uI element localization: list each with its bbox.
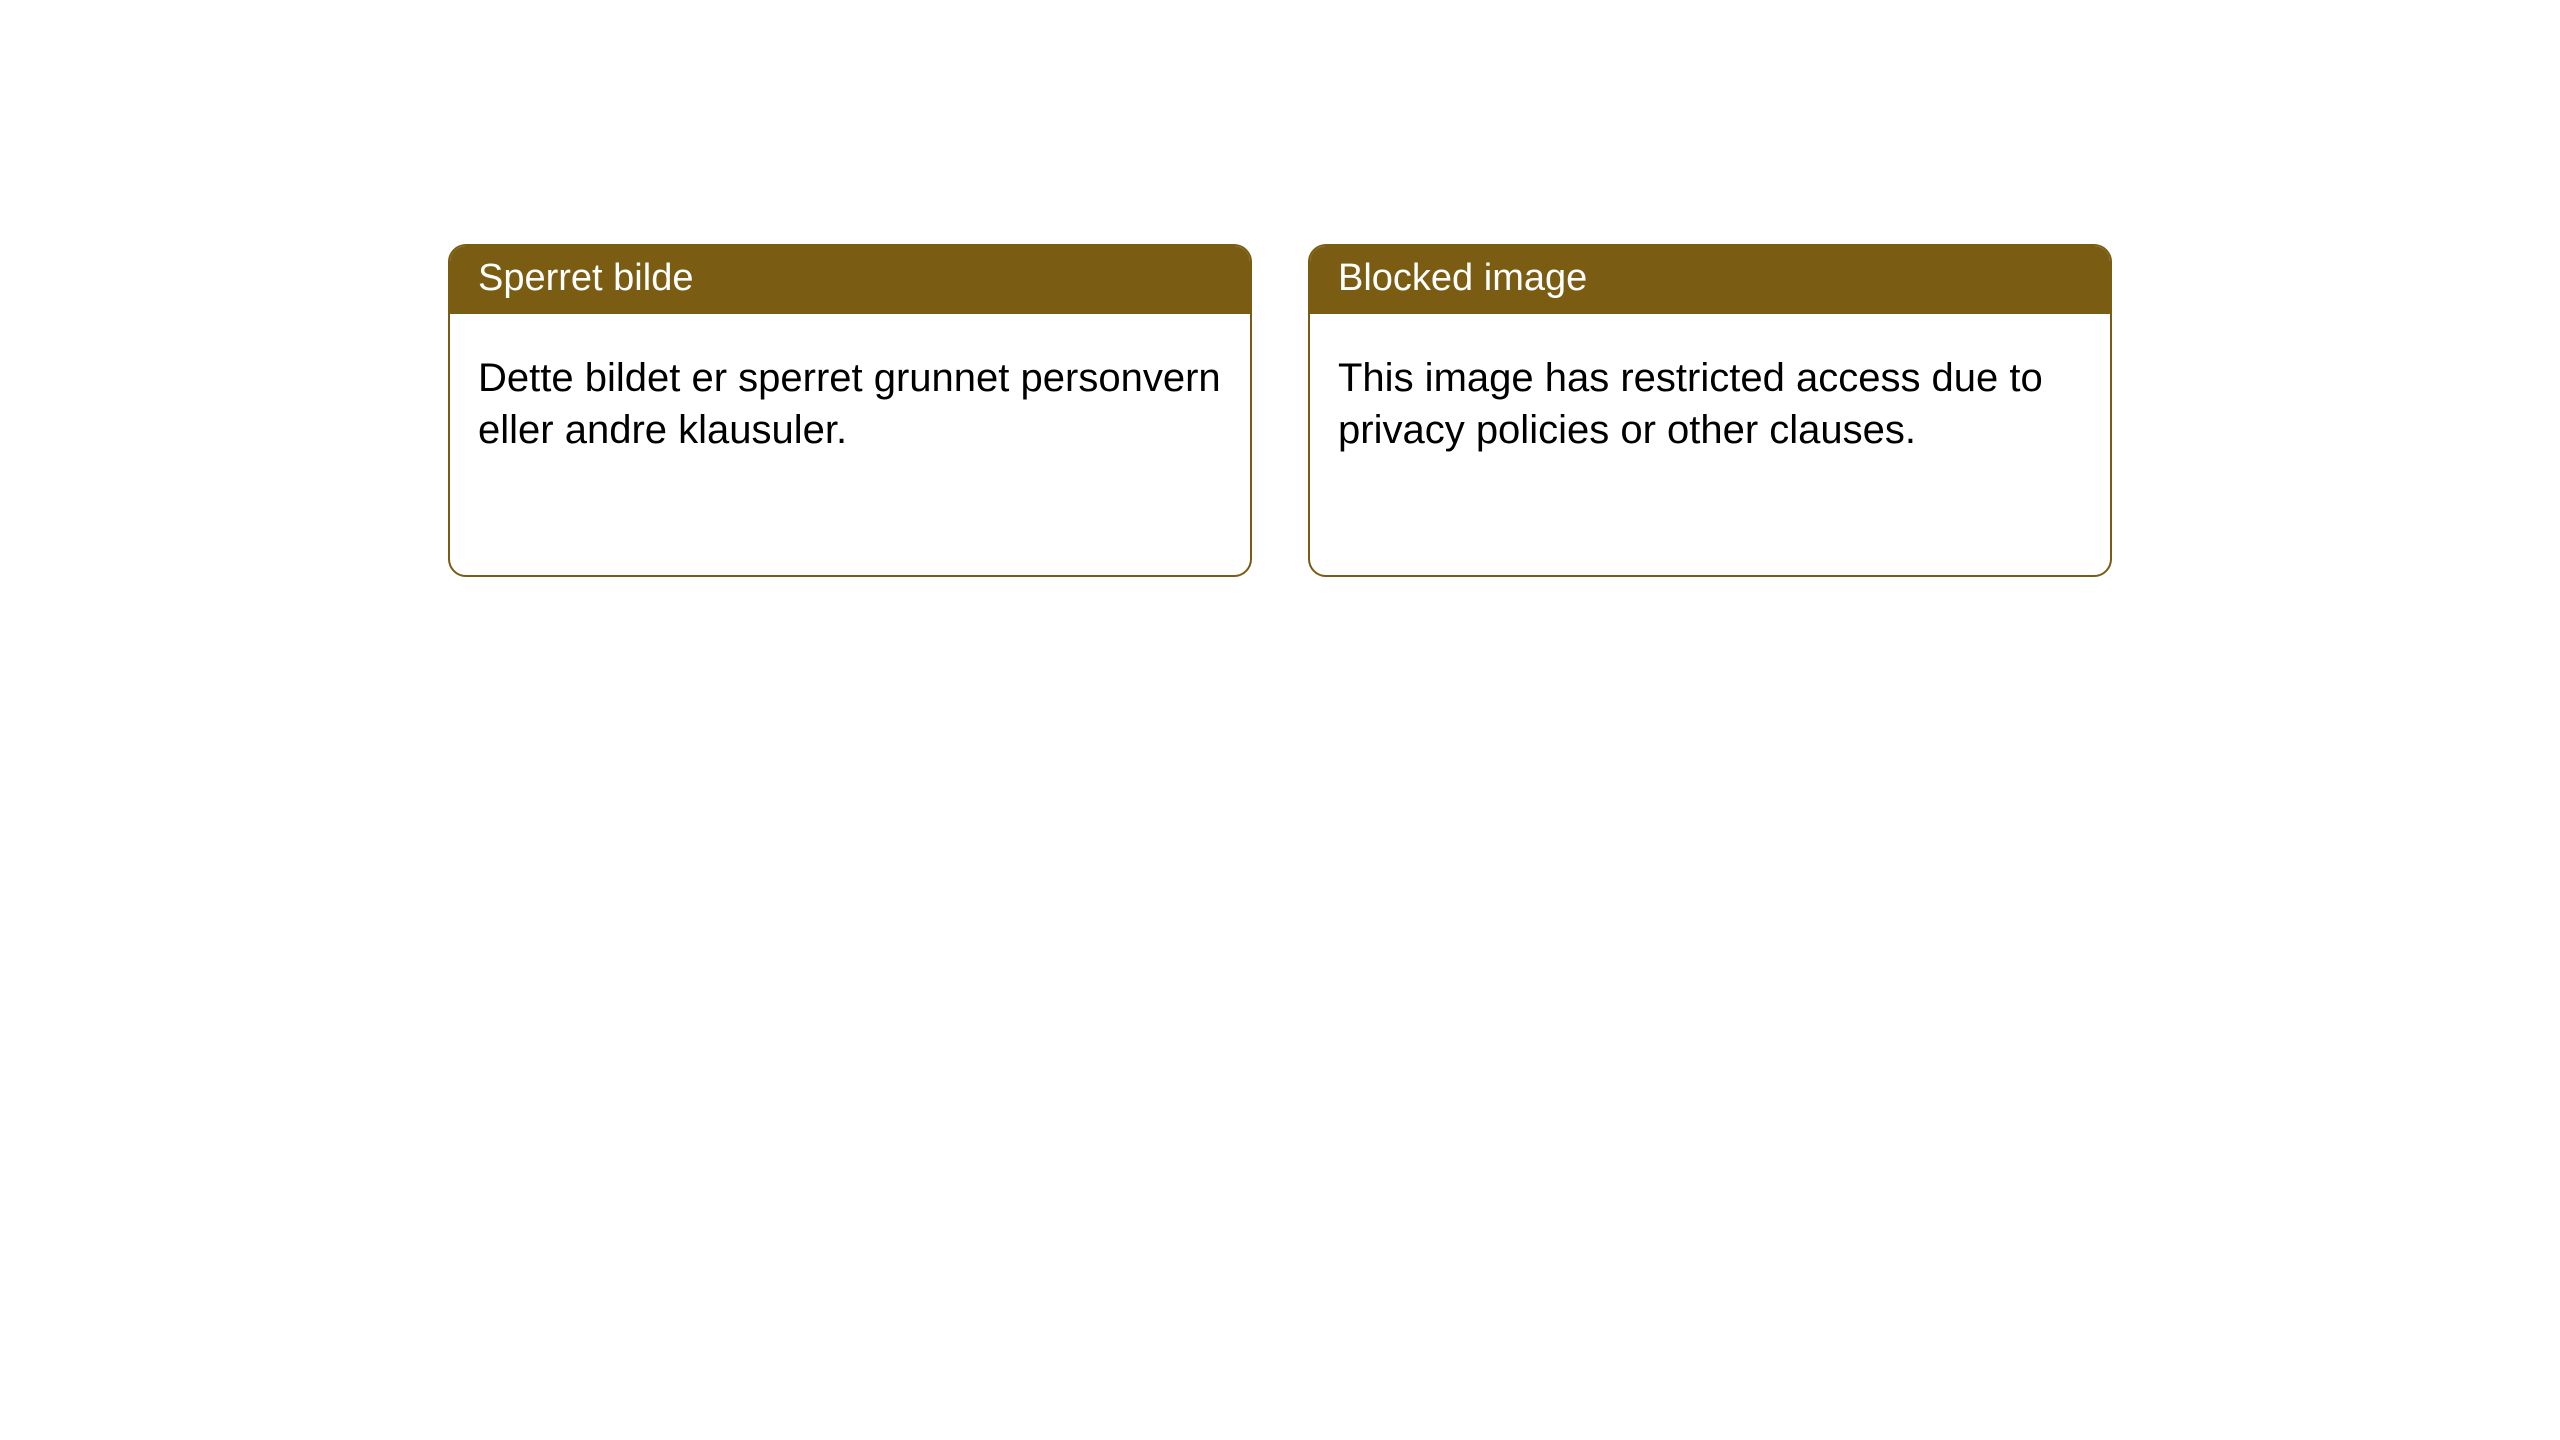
notice-header: Blocked image: [1310, 246, 2110, 314]
notice-body: Dette bildet er sperret grunnet personve…: [450, 314, 1250, 494]
notice-header: Sperret bilde: [450, 246, 1250, 314]
notice-box-english: Blocked image This image has restricted …: [1308, 244, 2112, 577]
notice-container: Sperret bilde Dette bildet er sperret gr…: [0, 0, 2560, 577]
notice-body: This image has restricted access due to …: [1310, 314, 2110, 494]
notice-box-norwegian: Sperret bilde Dette bildet er sperret gr…: [448, 244, 1252, 577]
